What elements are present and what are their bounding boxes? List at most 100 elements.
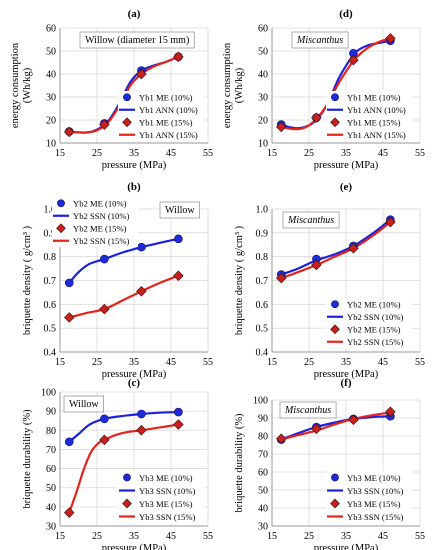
legend-box: [118, 471, 204, 523]
y-tick-label: 50: [258, 47, 268, 58]
data-point: [311, 423, 322, 435]
x-axis-label: pressure (MPa): [314, 369, 379, 380]
data-point: [64, 126, 75, 138]
series-line: [280, 415, 391, 441]
x-tick-label: 15: [267, 531, 277, 542]
legend: Yb3 ME (10%) Yb3 SSN (10%) Yb3 ME (15%) Yb3…: [326, 471, 412, 523]
y-tick-label: 70: [46, 445, 56, 456]
x-axis-label: pressure (MPa): [102, 543, 167, 550]
x-tick-label: 15: [267, 148, 277, 159]
y-tick-label: 30: [258, 93, 268, 104]
legend-label: Yb3 SSN (10%): [347, 486, 403, 496]
data-point: [64, 507, 75, 518]
data-point: [137, 409, 146, 419]
data-point: [276, 121, 287, 133]
legend: Yb2 ME (10%) Yb2 SSN (10%) Yb2 ME (15%) Yb2…: [326, 298, 412, 348]
x-tick-label: 25: [304, 148, 314, 159]
legend-label: Yb3 ME (15%): [347, 499, 401, 509]
y-tick-label: 10: [46, 139, 56, 150]
x-tick-label: 15: [55, 531, 65, 542]
legend-label: Yb1 ME (10%): [139, 93, 193, 103]
legend-marker: [331, 300, 339, 309]
data-point: [64, 437, 74, 447]
legend-label: Yb3 SSN (15%): [347, 512, 403, 522]
series-line: [68, 411, 179, 443]
x-tick-label: 35: [129, 531, 139, 542]
data-point: [64, 312, 75, 323]
y-tick-label: 30: [46, 93, 56, 104]
y-tick-label: 1.0: [44, 205, 57, 216]
legend-label: Yb2 ME (15%): [73, 224, 127, 234]
y-tick-label: 80: [46, 426, 56, 437]
series-line: [280, 218, 392, 276]
legend-box: [326, 298, 412, 348]
legend-label: Yb2 SSN (10%): [347, 312, 403, 322]
y-tick-label: 10: [258, 139, 268, 150]
legend-marker: [330, 324, 340, 335]
legend-box: [326, 91, 412, 141]
data-point: [136, 68, 147, 80]
y-tick-label: 60: [258, 24, 268, 35]
chart-panel-3: (b) 0.4 0.5 0.6 0.7 0.8 0.9 1.0 15 25 35 45 55 pressu…: [22, 181, 213, 380]
y-tick-label: 40: [258, 504, 268, 515]
legend-label: Yb1 ANN (15%): [347, 130, 406, 140]
data-point: [348, 243, 359, 254]
inset-title: Miscanthus: [284, 405, 331, 416]
legend-label: Yb1 ME (10%): [347, 93, 401, 103]
legend-label: Yb2 ME (10%): [73, 199, 127, 209]
y-tick-label: 90: [46, 407, 56, 418]
y-tick-label: 50: [46, 483, 56, 494]
y-axis-label: briquette density ( g/cm³ ): [22, 225, 33, 335]
chart-panel-5: (c) 30 40 50 60 70 80 90 100 15 25 35 45 55 pressure (…: [22, 377, 213, 550]
legend-marker: [122, 498, 132, 509]
legend-marker: [330, 117, 340, 128]
x-tick-label: 35: [341, 357, 351, 368]
legend-marker: [123, 473, 131, 482]
x-axis-label: pressure (MPa): [314, 160, 379, 171]
series-line: [68, 237, 179, 284]
legend-marker: [331, 93, 339, 102]
x-tick-label: 45: [166, 148, 176, 159]
chart-panel-4: (e) 0.4 0.5 0.6 0.7 0.8 0.9 1.0 15 25 35 45 55 pressu…: [234, 181, 425, 380]
data-point: [311, 112, 322, 123]
legend-label: Yb3 ME (15%): [139, 499, 193, 509]
y-tick-label: 0.7: [256, 276, 269, 287]
x-tick-label: 55: [415, 357, 425, 368]
legend-marker: [330, 498, 340, 509]
x-tick-label: 35: [129, 148, 139, 159]
inset-title: Willow: [69, 399, 99, 410]
y-tick-label: 0.4: [256, 348, 269, 359]
x-tick-label: 55: [203, 357, 213, 368]
x-tick-label: 55: [415, 148, 425, 159]
y-tick-label: 90: [258, 414, 268, 425]
y-tick-label: 1.0: [256, 205, 269, 216]
data-point: [100, 254, 109, 264]
x-tick-label: 45: [378, 357, 388, 368]
chart-panel-2: (d) 10 20 30 40 50 60 15 25 35 45 55 pressure (MPa) e…: [222, 8, 425, 171]
x-tick-label: 25: [304, 357, 314, 368]
legend-label: Yb1 ANN (10%): [139, 105, 198, 115]
chart-panel-1: (a) 10 20 30 40 50 60 15 25 35 45 55 pressure (MPa) e…: [10, 8, 213, 171]
panel-label: (b): [127, 181, 141, 193]
inset-title-box: [282, 211, 340, 229]
y-tick-label: 60: [46, 464, 56, 475]
legend-box: [326, 471, 412, 523]
x-tick-label: 25: [92, 148, 102, 159]
legend-label: Yb1 ME (15%): [347, 118, 401, 128]
inset-title-box: [279, 401, 337, 419]
legend: Yb3 ME (10%) Yb3 SSN (10%) Yb3 ME (15%) Yb3…: [118, 471, 204, 523]
data-point: [99, 434, 110, 446]
data-point: [64, 278, 74, 288]
data-point: [99, 119, 110, 130]
y-tick-label: 20: [258, 116, 268, 127]
inset-title: Willow (diameter 15 mm): [85, 35, 189, 46]
y-tick-label: 0.9: [256, 228, 269, 239]
legend-label: Yb1 ANN (10%): [347, 105, 406, 115]
legend-label: Yb3 SSN (10%): [139, 486, 195, 496]
x-tick-label: 25: [304, 531, 314, 542]
data-point: [136, 286, 147, 297]
data-point: [348, 414, 359, 426]
inset-title-box: [63, 395, 105, 413]
legend-label: Yb3 ME (10%): [347, 473, 401, 483]
legend-marker: [122, 117, 132, 128]
